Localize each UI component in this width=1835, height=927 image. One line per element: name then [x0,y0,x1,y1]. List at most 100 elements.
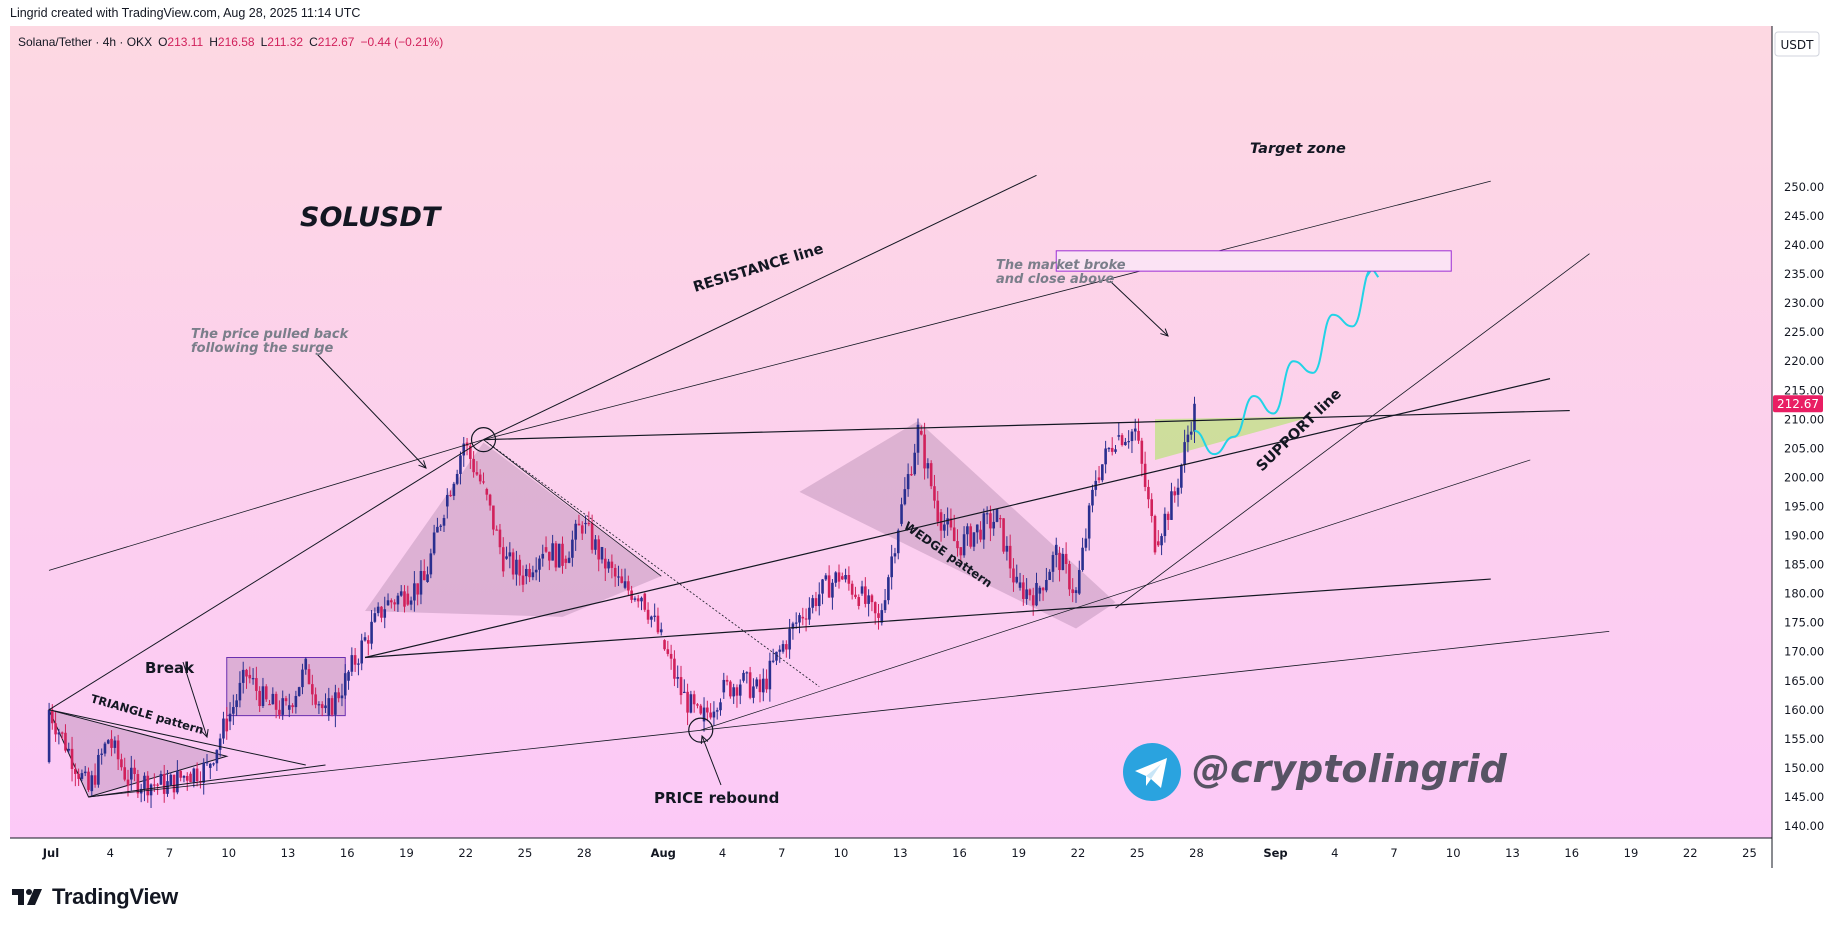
time-tick-label: 22 [458,846,473,860]
break-arrow [182,661,209,739]
candle-body [745,672,749,674]
candle-body [120,759,123,768]
candle-body [689,694,693,713]
candle-body [600,546,604,560]
candle-body [850,583,854,595]
candle-body [903,489,907,505]
break-label: Break [145,659,195,677]
candle-body [771,660,775,662]
candle-body [607,561,610,569]
candle-body [785,644,788,650]
candle-body [758,679,762,693]
candle-body [304,658,308,670]
time-tick-label: 16 [340,846,355,860]
candle-body [488,494,492,506]
candle-body [1071,589,1075,594]
candle-body [515,559,518,575]
candle-body [854,594,857,598]
candle-body [584,522,587,525]
candle-body [962,534,966,556]
candle-body [182,775,186,778]
candle-body [123,767,127,780]
candle-body [824,575,828,580]
candle-body [241,669,245,683]
pulled-back-line2: following the surge [191,341,334,356]
candle-body [192,768,196,783]
candle-body [136,774,140,794]
candle-body [383,609,387,618]
candle-body [347,671,350,681]
candle-body [47,710,51,763]
candle-body [1064,553,1068,564]
time-axis: Jul 4 7 10 13 16 19 22 25 28 Aug 4 7 10 13 16 19 22 25 28 Se… [42,846,1757,860]
candle-body [106,740,110,744]
candle-body [798,615,801,623]
watermark: @cryptolingrid [1123,743,1508,801]
candle-body [261,686,265,707]
candle-body [643,593,647,610]
candle-body [172,774,176,793]
pullback-triangle [365,442,662,617]
candle-body [781,644,785,652]
candle-body [715,710,719,712]
price-tick-label: 245.00 [1784,209,1824,223]
candle-body [317,704,321,706]
candle-body [752,686,755,698]
candle-body [1107,447,1111,450]
time-tick-label: 25 [518,846,533,860]
candle-body [294,695,298,708]
candle-body [505,556,508,559]
candle-body [83,771,87,774]
candle-body [350,655,354,672]
time-tick-label: 7 [1390,846,1397,860]
candle-body [1097,477,1101,481]
candle-body [778,649,782,652]
candle-body [386,600,390,606]
symbol-name[interactable]: Solana/Tether · 4h · OKX [18,35,153,49]
candle-body [340,695,344,699]
candle-body [1091,489,1094,506]
candle-body [755,679,759,687]
dotted-projection [483,439,820,687]
candle-body [979,529,982,540]
candle-body [1058,552,1061,571]
candle-body [821,579,824,594]
candle-body [597,539,601,560]
candle-body [80,773,84,779]
candle-body [64,732,67,751]
candle-body [551,543,554,561]
candle-body [1054,544,1058,556]
time-tick-label: 16 [1564,846,1579,860]
tradingview-footer[interactable]: TradingView [12,884,178,910]
candle-body [1077,570,1081,594]
open-value: 213.11 [167,35,204,49]
price-tick-label: 250.00 [1784,180,1824,194]
candle-body [189,773,192,783]
candle-body [409,600,413,605]
pulled-back-arrow [315,352,427,469]
candle-body [390,600,393,603]
candle-body [202,762,206,783]
candle-body [60,732,64,734]
candle-body [765,678,768,690]
candle-body [768,660,772,690]
price-scale-area[interactable] [1772,26,1834,868]
price-tick-label: 165.00 [1784,674,1824,688]
candle-body [699,705,703,714]
candle-body [1156,541,1160,546]
price-tick-label: 235.00 [1784,267,1824,281]
candle-body [1002,518,1005,552]
candle-body [465,442,469,446]
candle-body [729,681,732,697]
candle-body [1189,431,1193,435]
candle-body [676,677,680,679]
price-tick-label: 180.00 [1784,587,1824,601]
candle-body [722,679,726,693]
candle-body [847,575,851,584]
plot-area[interactable] [10,26,1772,838]
time-tick-label: 22 [1683,846,1698,860]
currency-button[interactable]: USDT [1774,31,1820,57]
candle-body [432,532,436,554]
candle-body [1074,590,1078,594]
